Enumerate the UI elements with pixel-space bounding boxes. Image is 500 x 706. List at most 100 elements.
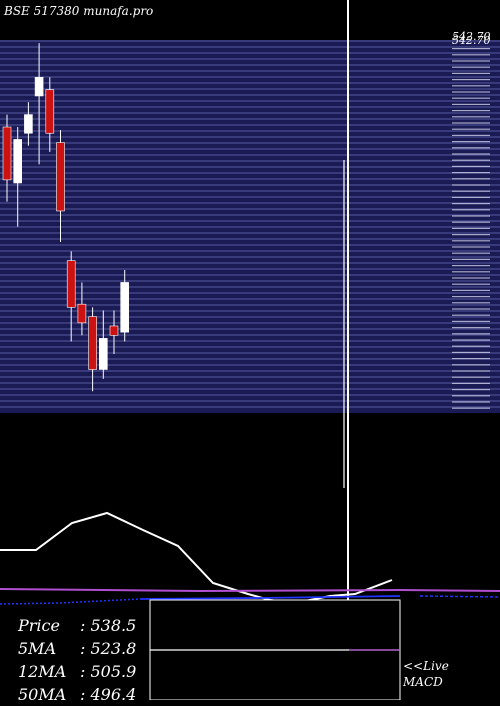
price-axis-tick-label xyxy=(452,333,490,335)
candle-body xyxy=(99,338,108,370)
price-value: : 538.5 xyxy=(80,616,137,635)
price-row: Price : 538.5 xyxy=(18,614,136,637)
ma5-label: 5MA xyxy=(18,639,57,658)
price-axis-tick-label xyxy=(452,407,490,409)
blue-line-dotted xyxy=(0,598,141,605)
ma12-value: : 505.9 xyxy=(80,662,137,681)
price-axis-tick-label xyxy=(452,370,490,372)
price-panel xyxy=(0,40,500,413)
candle-body xyxy=(13,139,22,184)
price-axis-tick-label xyxy=(452,172,490,174)
candle-body xyxy=(77,303,87,324)
price-axis-tick-label xyxy=(452,48,490,50)
price-axis-tick-label xyxy=(452,79,490,81)
price-axis-tick-label xyxy=(452,265,490,267)
price-axis-tick-label xyxy=(452,296,490,298)
price-axis-tick-label xyxy=(452,91,490,93)
candlesticks xyxy=(2,43,129,392)
price-axis-tick-label xyxy=(452,277,490,279)
price-axis-tick-label xyxy=(452,159,490,161)
price-axis-label: 542.70 xyxy=(452,30,491,43)
watermark-text: BSE 517380 munafa.pro xyxy=(4,4,154,18)
candle-body xyxy=(2,126,12,181)
ma12-row: 12MA : 505.9 xyxy=(18,660,136,683)
price-axis-tick-label xyxy=(452,376,490,378)
price-axis-tick-label xyxy=(452,246,490,248)
price-axis-tick-label xyxy=(452,190,490,192)
price-axis-tick-label xyxy=(452,271,490,273)
price-axis-tick-label xyxy=(452,240,490,242)
candle-body xyxy=(24,114,33,134)
price-axis-tick-label xyxy=(452,85,490,87)
price-axis-tick-label xyxy=(452,196,490,198)
price-axis-tick-label xyxy=(452,209,490,211)
price-axis-tick-label xyxy=(452,382,490,384)
live-link-line2: MACD xyxy=(403,675,443,689)
price-axis-tick-label xyxy=(452,283,490,285)
price-axis-tick-label xyxy=(452,364,490,366)
price-axis-tick-label xyxy=(452,401,490,403)
ma12-label: 12MA xyxy=(18,662,67,681)
price-axis-tick-label xyxy=(452,252,490,254)
price-axis-tick-label xyxy=(452,141,490,143)
price-axis-tick-label xyxy=(452,60,490,62)
price-axis-tick-label xyxy=(452,203,490,205)
price-axis-tick-label xyxy=(452,66,490,68)
price-panel-background xyxy=(0,40,500,413)
price-axis-tick-label xyxy=(452,327,490,329)
price-axis-tick-label xyxy=(452,215,490,217)
price-axis-tick-label xyxy=(452,302,490,304)
candle-body xyxy=(88,316,97,370)
price-axis-tick-label xyxy=(452,116,490,118)
price-axis-tick-label xyxy=(452,351,490,353)
indicator-curve xyxy=(0,511,393,605)
price-axis-tick-label xyxy=(452,147,490,149)
gridlines xyxy=(0,40,500,408)
candle-body xyxy=(34,77,44,97)
price-axis-tick-label xyxy=(452,54,490,56)
ma5-value: : 523.8 xyxy=(80,639,137,658)
live-link-line1: <<Live xyxy=(403,659,449,673)
price-axis-tick-label xyxy=(452,134,490,136)
price-axis-tick-label xyxy=(452,128,490,130)
price-axis-tick-label xyxy=(452,345,490,347)
blue-line xyxy=(139,595,401,600)
price-axis-tick-label xyxy=(452,358,490,360)
ma50-value: : 496.4 xyxy=(80,685,137,704)
price-axis-tick-label xyxy=(452,320,490,322)
candle-body xyxy=(45,89,55,134)
price-axis-label: 542.70 xyxy=(452,34,491,47)
price-axis-tick-label xyxy=(452,395,490,397)
price-axis-tick-label xyxy=(452,178,490,180)
price-axis-tick-label xyxy=(452,308,490,310)
candle-body xyxy=(66,260,76,308)
price-axis-tick-label xyxy=(452,227,490,229)
price-axis-tick-label xyxy=(452,234,490,236)
price-axis-tick-label xyxy=(452,339,490,341)
live-macd-link[interactable]: <<Live MACD xyxy=(403,658,449,690)
price-axis-tick-label xyxy=(452,184,490,186)
price-axis-tick-label xyxy=(452,103,490,105)
price-axis-tick-label xyxy=(452,153,490,155)
price-axis-tick-label xyxy=(452,389,490,391)
price-axis-tick-label xyxy=(452,97,490,99)
info-panel: Price : 538.5 5MA : 523.8 12MA : 505.9 5… xyxy=(18,614,136,706)
price-axis-tick-label xyxy=(452,165,490,167)
price-axis-tick-label xyxy=(452,221,490,223)
candle-body xyxy=(56,142,65,212)
price-axis-tick-label xyxy=(452,122,490,124)
candle-body xyxy=(120,282,129,333)
price-axis-tick-label xyxy=(452,289,490,291)
ma50-row: 50MA : 496.4 xyxy=(18,683,136,706)
price-axis-tick-label xyxy=(452,258,490,260)
price-axis-tick-label xyxy=(452,72,490,74)
price-axis-tick-label xyxy=(452,110,490,112)
ma-line xyxy=(0,588,500,593)
ma50-label: 50MA xyxy=(18,685,67,704)
blue-line-dotted-right xyxy=(419,595,500,598)
price-label: Price xyxy=(18,616,60,635)
ma5-row: 5MA : 523.8 xyxy=(18,637,136,660)
